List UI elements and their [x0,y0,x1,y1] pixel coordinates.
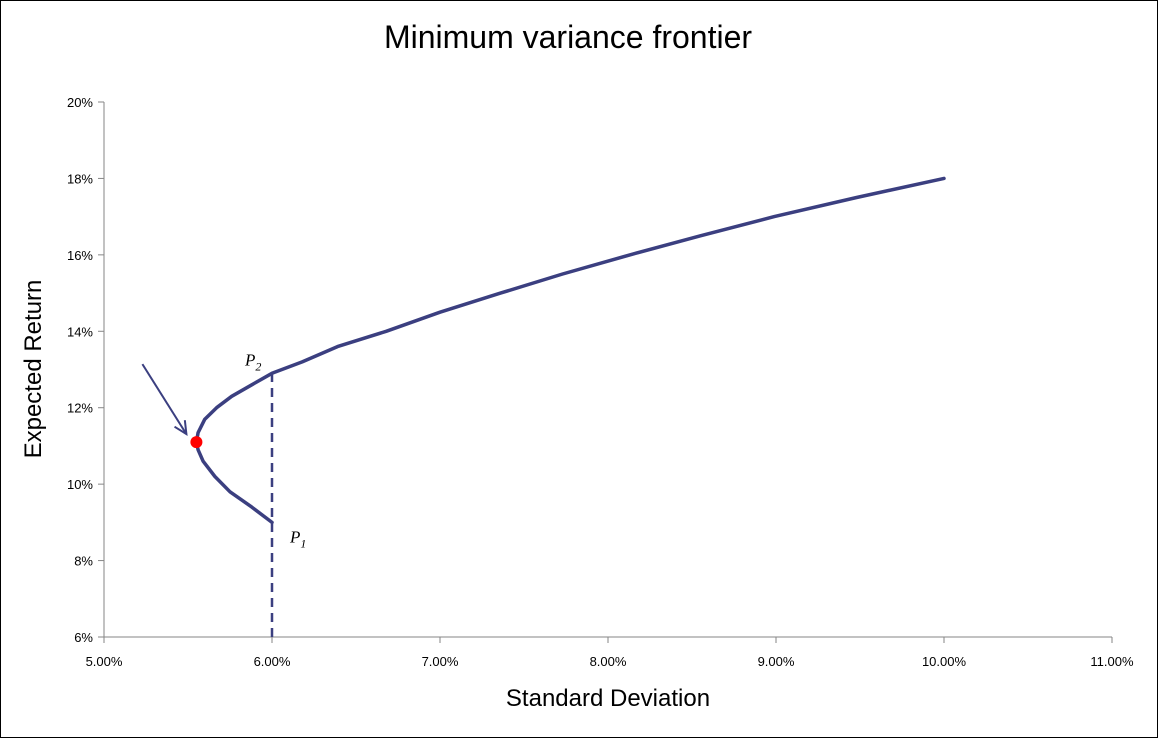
x-tick-label: 8.00% [590,654,627,669]
y-tick-label: 14% [67,324,93,339]
x-tick-label: 5.00% [86,654,123,669]
y-tick-label: 12% [67,401,93,416]
y-tick-label: 8% [74,554,93,569]
plot-area: 6% 8% 10% 12% 14% 16% 18% 20% 5.00% 6.00% 7.00% 8.0… [67,95,1134,669]
chart-title: Minimum variance frontier [384,19,752,55]
y-tick-label: 16% [67,248,93,263]
arrow-head-icon [174,420,188,437]
x-tick-label: 9.00% [758,654,795,669]
x-tick-label: 7.00% [422,654,459,669]
y-tick-label: 18% [67,171,93,186]
y-tick-label: 10% [67,477,93,492]
x-tick-label: 6.00% [254,654,291,669]
point-label-p2: P2 [244,350,261,373]
x-tick-label: 10.00% [922,654,967,669]
point-label-p1: P1 [289,527,306,550]
min-variance-arrow [141,363,188,435]
frontier-curve [194,176,946,525]
min-variance-point [190,436,203,449]
y-tick-label: 6% [74,630,93,645]
x-axis-title: Standard Deviation [506,685,710,712]
y-tick-label: 20% [67,95,93,110]
x-tick-label: 11.00% [1090,654,1134,669]
y-axis-title: Expected Return [20,280,47,459]
